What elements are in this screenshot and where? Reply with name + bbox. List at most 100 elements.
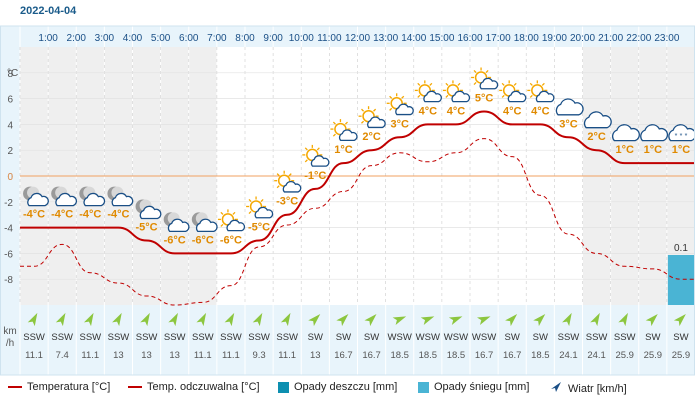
cloud-shape [395,103,414,116]
wind-direction-label: SW [673,332,688,343]
sun-ray [417,94,421,98]
sun-ray [501,82,505,86]
sun-ray [344,121,348,125]
wind-direction-label: SSW [164,332,186,343]
wind-arrow-icon [477,316,491,325]
wind-arrow-icon [168,312,178,327]
sun-cloud-icon [246,196,274,219]
hour-label: 2:00 [67,33,87,44]
sun-ray [232,211,236,215]
sun-ray [288,173,292,177]
wind-arrow-icon [645,314,658,327]
cloud-shape [282,180,302,193]
temperature-label: 1°C [615,144,634,156]
snowflake: * [680,133,683,140]
sun-ray [529,82,533,86]
moon-cloud-icon [107,186,134,207]
hour-label: 8:00 [235,33,255,44]
y-tick-label: -6 [4,249,13,260]
y-tick-label: 6 [7,95,13,106]
temperature-label: 5°C [475,93,494,105]
wind-arrow-shape [533,314,546,327]
temperature-label: 4°C [531,105,550,117]
temperature-label: 4°C [447,105,466,117]
cloud-shape [479,77,499,90]
wind-direction-label: SSW [136,332,158,343]
temperature-label: 1°C [334,144,353,156]
sun-ray [276,185,280,189]
y-tick-label: 0 [7,172,13,183]
wind-arrow-shape [448,316,463,325]
hour-label: 23:00 [654,33,679,44]
wind-arrow-icon [112,312,122,327]
wind-speed-label: 7.4 [56,350,69,361]
y-tick-label: -8 [4,275,13,286]
sun-cloud-icon [358,106,386,129]
sun-ray [473,69,477,74]
wind-arrow-shape [420,316,435,325]
wind-unit-bottom: /h [6,338,14,349]
cloud-shape [167,218,190,233]
wind-unit-top: km [3,326,16,337]
wind-speed-label: 11.1 [194,350,212,361]
legend-snow-label: Opady śniegu [mm] [434,381,530,393]
wind-arrow-shape [83,312,94,327]
hour-label: 16:00 [457,33,482,44]
legend-rain-label: Opady deszczu [mm] [294,381,398,393]
wind-arrow-icon [27,312,38,327]
wind-arrow-shape [224,312,235,327]
precip-label: 0.1 [674,243,688,254]
cloud-shape [583,111,612,129]
cloud-shape [27,192,49,207]
y-tick-label: -4 [4,224,13,235]
temperature-label: 3°C [559,118,578,130]
y-axis-unit: °C [7,68,18,79]
wind-speed-label: 11.1 [278,350,296,361]
legend-feels-like-label: Temp. odczuwalna [°C] [147,381,260,393]
temperature-label: 3°C [390,118,409,130]
temperature-label: -1°C [304,170,326,182]
wind-speed-label: 16.7 [362,350,381,361]
cloud-shape [612,124,640,142]
wind-direction-label: SW [505,332,520,343]
cloud-shape [195,218,218,233]
hour-label: 6:00 [179,33,199,44]
temperature-label: 4°C [419,105,438,117]
wind-arrow-shape [168,312,178,327]
hour-label: 5:00 [151,33,171,44]
sun-cloud-icon [274,170,302,193]
cloud-shape [226,219,246,232]
hour-label: 4:00 [123,33,143,44]
hour-label: 7:00 [207,33,227,44]
wind-arrow-icon [505,314,518,327]
hour-label: 10:00 [289,33,314,44]
legend-snow-swatch [418,381,429,393]
wind-direction-label: SSW [248,332,270,343]
wind-arrow-shape [645,314,658,327]
sun-cloud-icon [330,119,358,141]
y-axis-panel [0,26,20,375]
wind-speed-label: 13 [310,350,321,361]
wind-direction-label: SSW [51,332,73,343]
temperature-label: -5°C [248,222,270,234]
temperature-label: 2°C [587,131,606,143]
cloud-shape [367,116,386,129]
hour-label: 21:00 [598,33,623,44]
wind-direction-label: SSW [586,332,608,343]
wind-speed-label: 11.1 [222,350,240,361]
wind-arrow-icon [673,314,686,327]
wind-speed-label: 25.9 [672,350,691,361]
temperature-label: -4°C [107,209,129,221]
moon-cloud-icon [51,186,78,207]
wind-direction-label: WSW [388,332,412,343]
sun-ray [373,108,377,112]
wind-arrow-icon [55,312,66,327]
hour-label: 22:00 [626,33,651,44]
sun-cloud-icon [442,80,471,103]
wind-speed-label: 24.1 [587,350,606,361]
wind-speed-label: 16.7 [334,350,353,361]
wind-arrow-shape [562,312,572,327]
wind-arrow-shape [196,312,207,327]
cloud-shape [139,205,162,220]
